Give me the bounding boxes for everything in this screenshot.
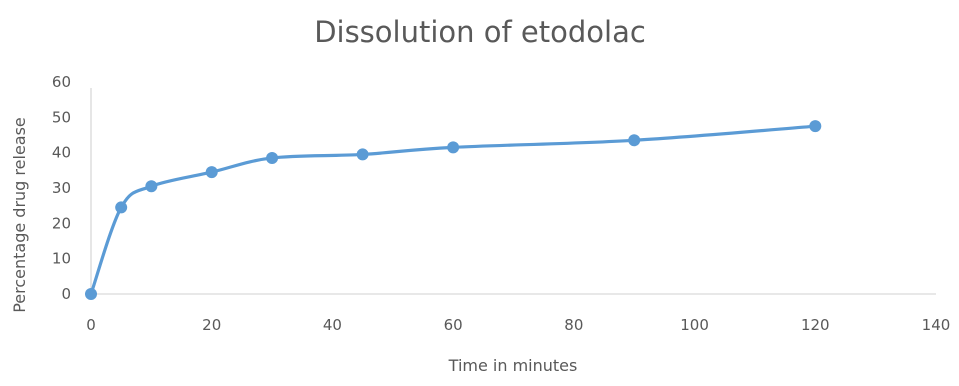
series-layer xyxy=(85,120,822,300)
x-tick-label: 60 xyxy=(444,316,463,334)
y-tick-labels: 0 10 20 30 40 50 60 xyxy=(52,73,71,303)
y-tick-label: 0 xyxy=(61,285,71,303)
data-point xyxy=(115,201,128,214)
data-point xyxy=(356,148,369,161)
y-tick-label: 40 xyxy=(52,144,71,162)
y-tick-label: 30 xyxy=(52,179,71,197)
data-point xyxy=(266,151,279,164)
data-point xyxy=(628,134,641,147)
data-point xyxy=(205,166,218,179)
y-tick-label: 60 xyxy=(52,73,71,91)
data-point xyxy=(145,180,158,193)
x-tick-label: 40 xyxy=(323,316,342,334)
x-axis-label: Time in minutes xyxy=(448,356,578,375)
data-point xyxy=(809,120,822,133)
x-tick-label: 80 xyxy=(564,316,583,334)
y-tick-label: 20 xyxy=(52,214,71,232)
y-tick-label: 10 xyxy=(52,250,71,268)
data-point xyxy=(447,141,460,154)
y-tick-label: 50 xyxy=(52,108,71,126)
x-tick-label: 20 xyxy=(202,316,221,334)
x-tick-label: 0 xyxy=(86,316,96,334)
x-tick-label: 120 xyxy=(801,316,830,334)
y-axis-label: Percentage drug release xyxy=(10,117,29,313)
x-tick-label: 140 xyxy=(922,316,951,334)
x-tick-label: 100 xyxy=(680,316,709,334)
data-point xyxy=(85,288,97,300)
x-tick-labels: 0 20 40 60 80 100 120 140 xyxy=(86,316,950,334)
chart-title: Dissolution of etodolac xyxy=(314,15,646,49)
